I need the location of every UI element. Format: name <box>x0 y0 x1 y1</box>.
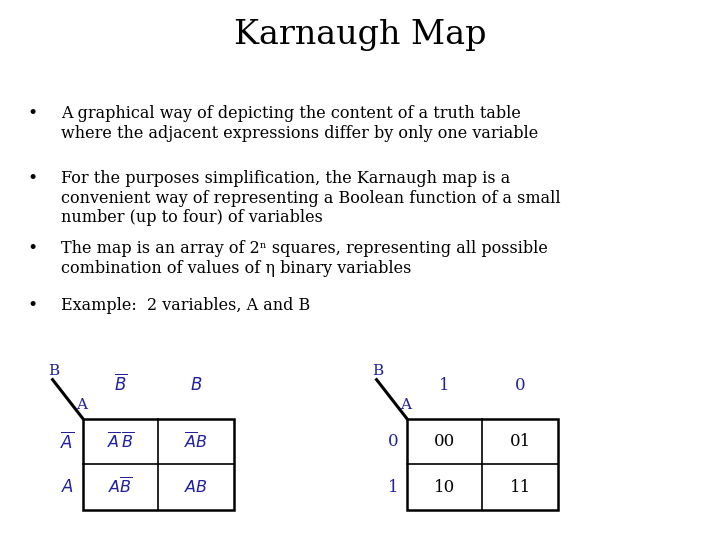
Text: $\overline{A}$: $\overline{A}$ <box>60 431 74 452</box>
Text: 10: 10 <box>434 479 455 496</box>
Text: $\overline{A}\,\overline{B}$: $\overline{A}\,\overline{B}$ <box>107 431 135 451</box>
Text: $AB$: $AB$ <box>184 480 208 495</box>
Text: 0: 0 <box>515 377 526 394</box>
Text: The map is an array of 2ⁿ squares, representing all possible
combination of valu: The map is an array of 2ⁿ squares, repre… <box>61 240 548 277</box>
Text: A: A <box>76 398 86 412</box>
Text: 1: 1 <box>387 479 398 496</box>
Text: •: • <box>27 297 37 314</box>
Text: •: • <box>27 105 37 122</box>
Text: •: • <box>27 240 37 257</box>
Text: Karnaugh Map: Karnaugh Map <box>234 19 486 51</box>
Text: Example:  2 variables, A and B: Example: 2 variables, A and B <box>61 297 310 314</box>
Text: A: A <box>400 398 410 412</box>
Text: 11: 11 <box>510 479 531 496</box>
Text: $\overline{B}$: $\overline{B}$ <box>114 373 127 394</box>
Text: 00: 00 <box>434 433 455 450</box>
Text: A graphical way of depicting the content of a truth table
where the adjacent exp: A graphical way of depicting the content… <box>61 105 539 142</box>
Text: $B$: $B$ <box>190 376 202 394</box>
Text: 1: 1 <box>439 377 450 394</box>
Text: $A$: $A$ <box>61 478 74 496</box>
Text: 0: 0 <box>387 433 398 450</box>
Text: •: • <box>27 170 37 187</box>
Text: B: B <box>48 364 59 378</box>
Bar <box>407 418 558 510</box>
Bar <box>83 418 234 510</box>
Text: $A\overline{B}$: $A\overline{B}$ <box>108 477 133 497</box>
Text: $\overline{A}B$: $\overline{A}B$ <box>184 431 208 451</box>
Text: For the purposes simplification, the Karnaugh map is a
convenient way of represe: For the purposes simplification, the Kar… <box>61 170 561 226</box>
Text: 01: 01 <box>510 433 531 450</box>
Text: B: B <box>372 364 383 378</box>
